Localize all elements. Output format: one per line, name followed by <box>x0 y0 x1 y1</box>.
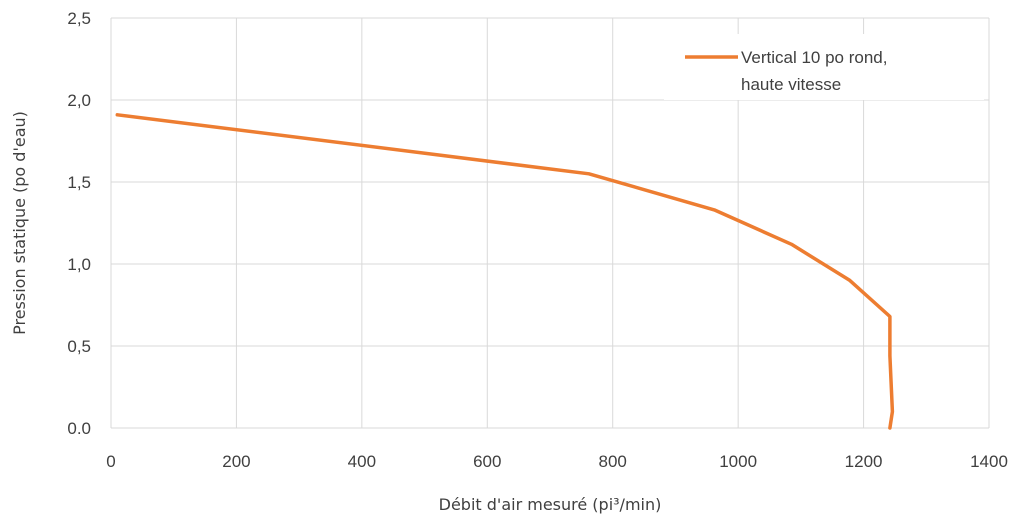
y-tick-label: 0.0 <box>67 419 91 438</box>
y-tick-label: 2,5 <box>67 9 91 28</box>
x-tick-label: 600 <box>473 452 501 471</box>
x-axis-title: Débit d'air mesuré (pi³/min) <box>439 495 662 514</box>
x-axis-ticks: 0 200 400 600 800 1000 1200 1400 <box>106 452 1008 471</box>
legend-box <box>664 34 984 100</box>
x-tick-label: 1200 <box>845 452 883 471</box>
y-tick-label: 1,0 <box>67 255 91 274</box>
series-layer <box>115 113 895 430</box>
y-tick-label: 2,0 <box>67 91 91 110</box>
legend-label: Vertical 10 po rond, <box>741 48 887 67</box>
legend-label: haute vitesse <box>741 75 841 94</box>
x-tick-label: 400 <box>348 452 376 471</box>
x-tick-label: 1000 <box>719 452 757 471</box>
x-tick-label: 800 <box>599 452 627 471</box>
x-tick-label: 0 <box>106 452 115 471</box>
x-tick-label: 1400 <box>970 452 1008 471</box>
y-tick-label: 0,5 <box>67 337 91 356</box>
legend: Vertical 10 po rond, haute vitesse <box>664 34 984 100</box>
y-tick-label: 1,5 <box>67 173 91 192</box>
x-tick-label: 200 <box>222 452 250 471</box>
series-line-0 <box>115 113 895 430</box>
y-axis-title: Pression statique (po d'eau) <box>10 111 29 335</box>
y-axis-ticks: 0.0 0,5 1,0 1,5 2,0 2,5 <box>67 9 91 438</box>
